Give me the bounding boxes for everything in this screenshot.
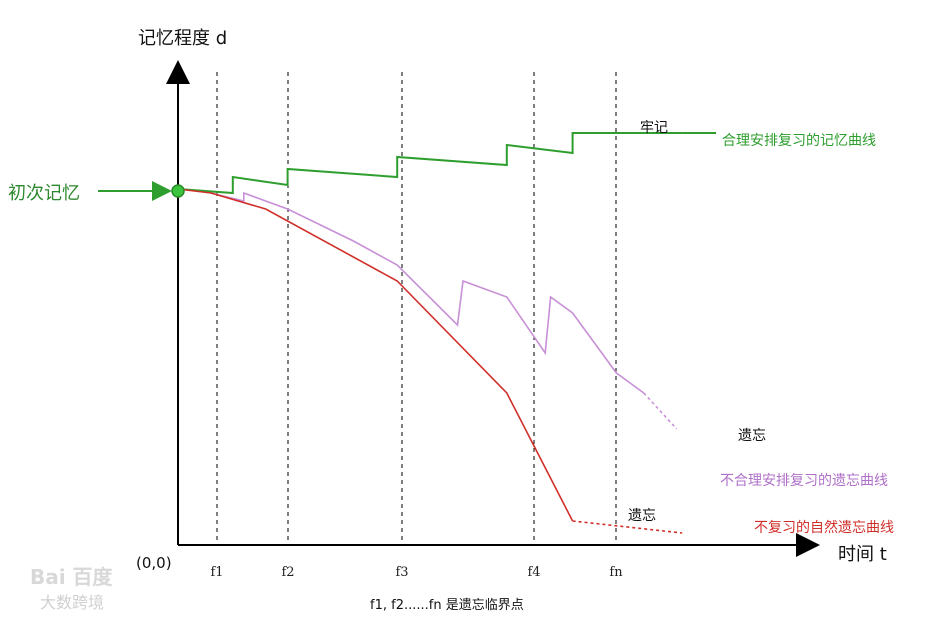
red-series-name: 不复习的自然遗忘曲线 — [754, 519, 894, 536]
x-tick-f4: f4 — [527, 565, 540, 580]
x-axis-label: 时间 t — [838, 544, 887, 565]
x-tick-f1: f1 — [210, 565, 223, 580]
red-end-label: 遗忘 — [628, 508, 656, 524]
initial-memory-label: 初次记忆 — [8, 183, 80, 204]
purple-end-label: 遗忘 — [738, 428, 766, 444]
watermark-line2: 大数跨境 — [40, 593, 104, 612]
initial-memory-point — [171, 184, 185, 198]
green-end-label: 牢记 — [640, 120, 668, 136]
purple-series-name: 不合理安排复习的遗忘曲线 — [720, 472, 888, 489]
x-tick-fn: fn — [609, 565, 623, 580]
green-series-name: 合理安排复习的记忆曲线 — [722, 132, 876, 149]
watermark-line1: Bai 百度 — [30, 565, 114, 589]
series-tail-2 — [572, 520, 683, 534]
series-line-2 — [177, 188, 574, 522]
series-lines — [177, 132, 716, 534]
footnote: f1, f2......fn 是遗忘临界点 — [370, 598, 524, 613]
origin-label: (0,0) — [136, 554, 172, 572]
critical-point-lines: f1 f2 f3 f4 fn — [210, 72, 623, 580]
series-line-0 — [177, 132, 683, 195]
x-tick-f3: f3 — [395, 565, 408, 580]
x-tick-f2: f2 — [281, 565, 294, 580]
y-axis-label: 记忆程度 d — [138, 28, 227, 49]
series-line-1 — [210, 191, 645, 394]
series-tail-1 — [643, 392, 678, 430]
